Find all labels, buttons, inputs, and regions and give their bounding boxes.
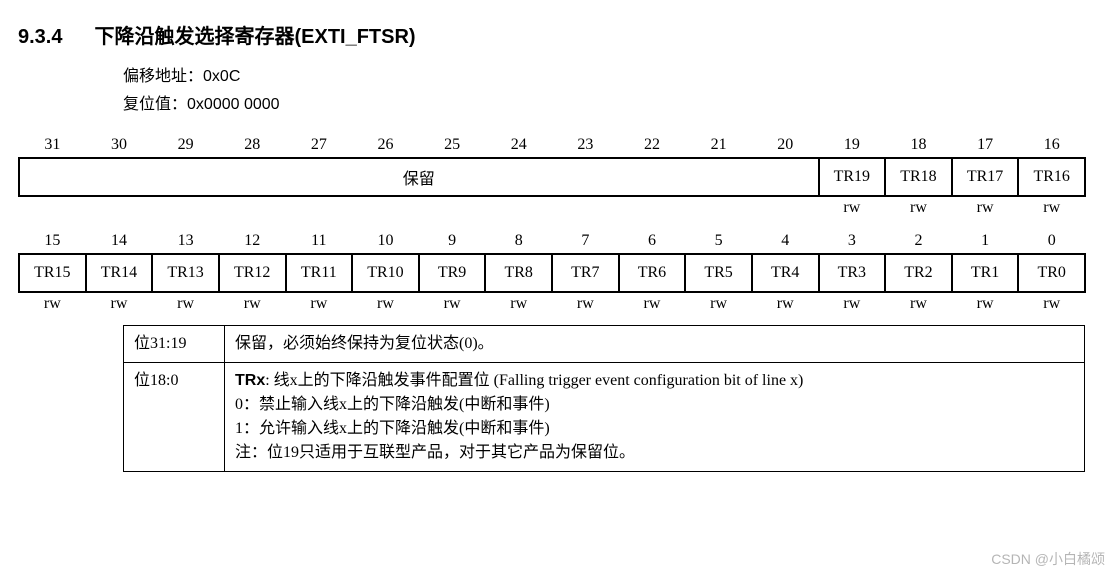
bit-cells-lo: TR15 TR14 TR13 TR12 TR11 TR10 TR9 TR8 TR… <box>19 254 1085 292</box>
reset-label: 复位值： <box>123 96 187 113</box>
bit-cell: TR13 <box>152 254 219 292</box>
bit-numbers-hi: 31 30 29 28 27 26 25 24 23 22 21 20 19 1… <box>19 133 1085 158</box>
desc-line: 0：禁止输入线x上的下降沿触发(中断和事件) <box>235 396 550 413</box>
desc-line: 1：允许输入线x上的下降沿触发(中断和事件) <box>235 420 550 437</box>
desc-cell: 保留，必须始终保持为复位状态(0)。 <box>225 326 1085 363</box>
bit-cell: TR18 <box>885 158 952 196</box>
reserved-cell: 保留 <box>19 158 819 196</box>
access-row-hi: rw rw rw rw <box>19 196 1085 219</box>
bit-cell: TR9 <box>419 254 486 292</box>
bit-cell: TR6 <box>619 254 686 292</box>
bits-cell: 位18:0 <box>124 363 225 472</box>
desc-line: : 线x上的下降沿触发事件配置位 (Falling trigger event … <box>265 372 803 389</box>
access-row-lo: rw rw rw rw rw rw rw rw rw rw rw rw rw r… <box>19 292 1085 315</box>
bit-cell: TR12 <box>219 254 286 292</box>
bit-cell: TR4 <box>752 254 819 292</box>
bit-cells-hi: 保留 TR19 TR18 TR17 TR16 <box>19 158 1085 196</box>
bit-cell: TR5 <box>685 254 752 292</box>
offset-value: 0x0C <box>203 68 240 85</box>
register-table-high: 31 30 29 28 27 26 25 24 23 22 21 20 19 1… <box>18 133 1086 219</box>
heading-title: 下降沿触发选择寄存器(EXTI_FTSR) <box>94 20 415 49</box>
desc-cell: TRx: 线x上的下降沿触发事件配置位 (Falling trigger eve… <box>225 363 1085 472</box>
bit-cell: TR3 <box>819 254 886 292</box>
register-table-low: 15 14 13 12 11 10 9 8 7 6 5 4 3 2 1 0 TR… <box>18 229 1086 315</box>
bit-cell: TR1 <box>952 254 1019 292</box>
watermark: CSDN @小白橘颂 <box>991 549 1105 569</box>
bit-cell: TR16 <box>1018 158 1085 196</box>
bit-cell: TR19 <box>819 158 886 196</box>
bit-cell: TR17 <box>952 158 1019 196</box>
bit-cell: TR10 <box>352 254 419 292</box>
bit-cell: TR7 <box>552 254 619 292</box>
table-row: 位18:0 TRx: 线x上的下降沿触发事件配置位 (Falling trigg… <box>124 363 1085 472</box>
table-row: 位31:19 保留，必须始终保持为复位状态(0)。 <box>124 326 1085 363</box>
trx-label: TRx <box>235 372 265 389</box>
bit-numbers-lo: 15 14 13 12 11 10 9 8 7 6 5 4 3 2 1 0 <box>19 229 1085 254</box>
bit-cell: TR11 <box>286 254 353 292</box>
bit-cell: TR2 <box>885 254 952 292</box>
register-meta: 偏移地址：0x0C 复位值：0x0000 0000 <box>123 63 1099 119</box>
bit-cell: TR8 <box>485 254 552 292</box>
section-heading: 9.3.4 下降沿触发选择寄存器(EXTI_FTSR) <box>18 20 1099 49</box>
description-table: 位31:19 保留，必须始终保持为复位状态(0)。 位18:0 TRx: 线x上… <box>123 325 1085 472</box>
bit-cell: TR14 <box>86 254 153 292</box>
offset-label: 偏移地址： <box>123 68 203 85</box>
bit-cell: TR0 <box>1018 254 1085 292</box>
heading-number: 9.3.4 <box>18 26 62 49</box>
bit-cell: TR15 <box>19 254 86 292</box>
desc-line: 注：位19只适用于互联型产品，对于其它产品为保留位。 <box>235 444 635 461</box>
bits-cell: 位31:19 <box>124 326 225 363</box>
reset-value: 0x0000 0000 <box>187 96 280 113</box>
